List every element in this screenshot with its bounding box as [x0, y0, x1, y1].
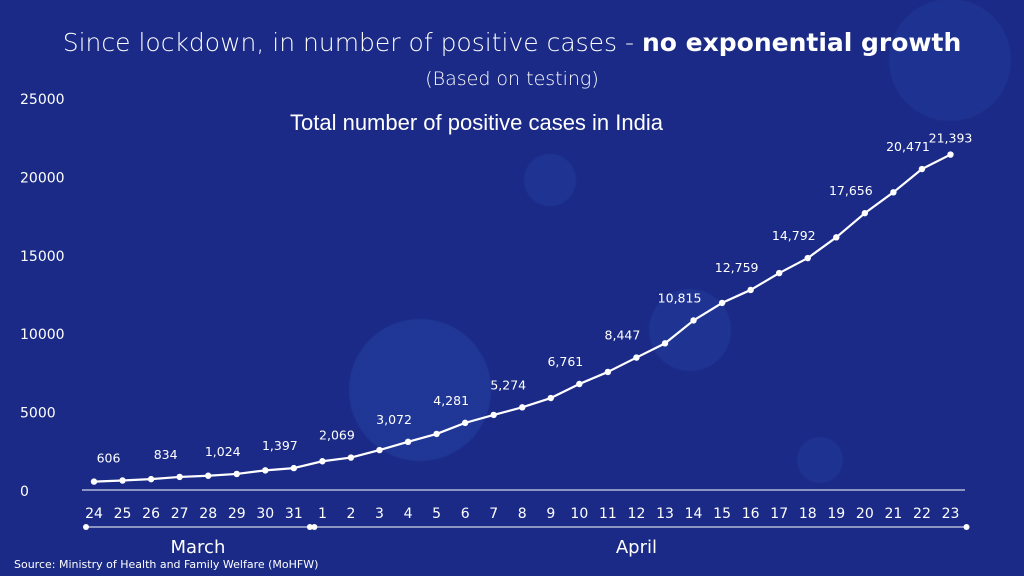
x-tick-label: 20	[856, 506, 874, 522]
data-point	[776, 269, 783, 277]
month-bracket-end	[963, 524, 970, 530]
data-point	[833, 234, 840, 241]
month-label: March	[170, 537, 225, 558]
data-label: 6,761	[547, 354, 583, 369]
chart-title: Total number of positive cases in India	[290, 110, 663, 135]
data-point	[119, 477, 126, 484]
page-title: Since lockdown, in number of positive ca…	[0, 28, 1024, 57]
x-tick-label: 26	[142, 506, 160, 522]
x-tick-label: 3	[375, 506, 384, 522]
data-point	[547, 394, 554, 402]
month-bracket-end	[83, 524, 89, 530]
data-point	[690, 317, 697, 324]
data-point	[90, 478, 98, 485]
data-label: 4,281	[433, 393, 469, 408]
data-label: 14,792	[772, 228, 816, 243]
data-label: 21,393	[929, 131, 973, 146]
data-label: 2,069	[319, 428, 355, 443]
x-tick-label: 29	[228, 506, 246, 522]
x-tick-label: 7	[489, 506, 498, 522]
data-point	[804, 254, 811, 262]
x-tick-label: 19	[827, 506, 845, 522]
x-tick-label: 31	[285, 506, 303, 522]
data-point	[661, 340, 669, 347]
series-line	[93, 153, 951, 483]
data-point	[576, 380, 583, 388]
data-point	[262, 467, 269, 474]
y-tick-label: 25000	[20, 92, 65, 108]
month-bracket-end	[311, 524, 318, 530]
page-subtitle: (Based on testing)	[425, 68, 599, 90]
data-point	[404, 438, 412, 446]
y-tick-label: 15000	[20, 249, 65, 265]
data-label: 12,759	[715, 260, 759, 275]
data-label: 3,072	[376, 412, 412, 427]
x-tick-label: 8	[518, 506, 527, 522]
data-label: 5,274	[490, 377, 526, 392]
x-tick-label: 15	[713, 506, 731, 522]
x-tick-label: 28	[199, 506, 217, 522]
x-tick-label: 13	[656, 506, 674, 522]
data-point	[633, 354, 640, 361]
x-tick-label: 1	[318, 506, 327, 522]
x-tick-label: 11	[599, 506, 617, 522]
data-label: 10,815	[658, 290, 702, 305]
x-tick-label: 2	[346, 506, 355, 522]
data-point	[290, 464, 298, 472]
data-point	[861, 209, 869, 217]
title-prefix: Since lockdown, in number of positive ca…	[62, 28, 642, 57]
title-emphasis: no exponential growth	[641, 28, 962, 57]
x-tick-label: 23	[942, 506, 960, 522]
data-label: 1,024	[205, 444, 241, 459]
data-point	[205, 472, 212, 479]
y-tick-label: 0	[20, 484, 29, 500]
data-point	[347, 454, 355, 461]
x-tick-label: 6	[461, 506, 470, 522]
data-label: 20,471	[886, 139, 930, 154]
data-point	[947, 151, 954, 158]
data-point	[147, 475, 155, 483]
x-tick-label: 14	[685, 506, 703, 522]
data-point	[519, 404, 526, 411]
x-tick-label: 12	[628, 506, 646, 522]
data-point	[747, 286, 754, 294]
month-bracket-end	[306, 524, 313, 530]
x-tick-label: 4	[404, 506, 413, 522]
data-point	[718, 299, 726, 307]
data-label: 17,656	[829, 183, 873, 198]
x-tick-label: 24	[85, 506, 103, 522]
y-tick-label: 20000	[20, 170, 65, 186]
data-point	[918, 165, 926, 173]
source-note: Source: Ministry of Health and Family We…	[14, 558, 319, 571]
data-point	[233, 470, 240, 478]
data-point	[461, 419, 469, 427]
x-tick-label: 27	[171, 506, 189, 522]
data-point	[319, 458, 326, 465]
x-tick-label: 30	[256, 506, 274, 522]
x-tick-label: 16	[742, 506, 760, 522]
x-tick-label: 22	[913, 506, 931, 522]
x-tick-label: 9	[546, 506, 555, 522]
y-tick-label: 5000	[20, 406, 56, 422]
data-label: 834	[154, 447, 178, 462]
data-point	[376, 446, 383, 454]
data-point	[176, 473, 183, 481]
x-tick-label: 5	[432, 506, 441, 522]
x-tick-label: 18	[799, 506, 817, 522]
y-tick-label: 10000	[20, 327, 65, 343]
month-label: April	[616, 537, 657, 558]
x-tick-label: 17	[770, 506, 788, 522]
data-point	[433, 430, 440, 438]
data-point	[890, 189, 897, 196]
x-tick-label: 21	[884, 506, 902, 522]
data-label: 1,397	[262, 438, 298, 453]
data-point	[604, 368, 612, 376]
data-label: 606	[97, 450, 121, 465]
x-tick-label: 10	[570, 506, 588, 522]
data-point	[490, 411, 497, 419]
data-label: 8,447	[605, 328, 641, 343]
x-tick-label: 25	[114, 506, 132, 522]
